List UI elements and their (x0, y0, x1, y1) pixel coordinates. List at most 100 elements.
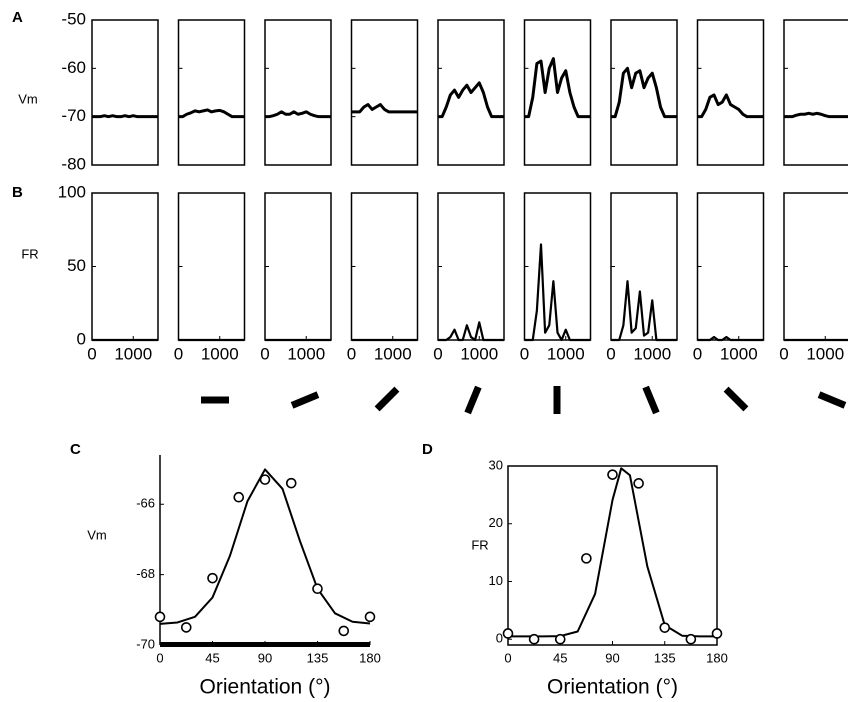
trace (697, 335, 764, 342)
x-axis-label: Orientation (°) (200, 676, 331, 699)
x-tick-label: 45 (553, 650, 567, 665)
orientation-icons (201, 385, 847, 415)
x-tick-label: 90 (258, 650, 272, 665)
panel-frame (610, 192, 678, 341)
x-tick-label: 1000 (287, 344, 325, 363)
data-point (581, 553, 592, 564)
data-point (607, 469, 618, 480)
x-tick-label: 1000 (114, 344, 152, 363)
data-point (528, 633, 540, 645)
orientation-bar (817, 391, 847, 409)
panel-label: A (12, 9, 23, 26)
panel-frame (437, 19, 505, 166)
y-axis-label: Vm (87, 527, 107, 542)
x-tick-label: 1000 (374, 344, 412, 363)
panel-frame (350, 192, 419, 341)
y-tick-label: 30 (489, 457, 503, 472)
y-tick-label: 0 (77, 329, 86, 348)
y-tick-label: -60 (61, 58, 86, 77)
data-point (711, 628, 723, 639)
panel-frame (264, 192, 332, 341)
data-point (364, 611, 376, 623)
x-tick-label: 1000 (460, 344, 498, 363)
trace (611, 66, 677, 119)
x-tick-label: 0 (87, 344, 96, 363)
panel-frame (437, 192, 505, 341)
x-tick-label: 0 (347, 344, 356, 363)
data-point (154, 611, 166, 623)
data-point (502, 628, 514, 639)
x-tick-label: 135 (307, 650, 329, 665)
x-tick-label: 1000 (547, 344, 585, 363)
x-tick-label: 0 (520, 344, 529, 363)
panel-frame (523, 19, 592, 166)
y-tick-label: 20 (489, 515, 503, 530)
trace (524, 57, 591, 119)
x-tick-label: 180 (359, 650, 381, 665)
panel-frame (783, 19, 848, 166)
orientation-bar (464, 385, 482, 415)
data-point (233, 491, 245, 503)
panel-frame (350, 19, 419, 166)
data-point (633, 478, 644, 489)
y-tick-label: 100 (58, 182, 86, 201)
y-tick-label: -70 (136, 636, 155, 651)
y-axis-label: FR (471, 537, 488, 552)
x-tick-label: 45 (205, 650, 219, 665)
orientation-bar (553, 386, 561, 414)
y-tick-label: -66 (136, 496, 155, 511)
trace (265, 110, 331, 119)
orientation-bar (374, 386, 400, 412)
y-tick-label: -68 (136, 566, 155, 581)
panel-frame (91, 192, 159, 341)
orientation-bar (290, 391, 320, 409)
panel-frame (783, 192, 848, 341)
x-tick-label: 90 (605, 650, 619, 665)
y-tick-label: -80 (61, 154, 86, 173)
data-point (207, 572, 218, 584)
x-tick-label: 0 (260, 344, 269, 363)
data-point (259, 474, 271, 485)
x-axis-label: Orientation (°) (547, 676, 678, 699)
orientation-bar (723, 386, 749, 412)
fit-curve (508, 467, 717, 638)
y-tick-label: -50 (61, 9, 86, 28)
data-point (685, 633, 697, 645)
trace (611, 280, 677, 342)
x-tick-label: 0 (693, 344, 702, 363)
x-tick-label: 0 (433, 344, 442, 363)
trace (697, 93, 764, 119)
trace (351, 103, 418, 114)
x-tick-label: 0 (606, 344, 615, 363)
panel-frame (91, 19, 159, 166)
panel-frame (177, 192, 246, 341)
panel-frame (177, 19, 246, 166)
x-tick-label: 0 (504, 650, 511, 665)
trace (524, 243, 591, 342)
panel-frame (696, 192, 765, 341)
x-tick-label: 1000 (806, 344, 844, 363)
data-point (554, 633, 566, 645)
panel-frame (264, 19, 332, 166)
y-tick-label: 50 (67, 256, 86, 275)
fit-curve (159, 468, 371, 625)
trace (178, 108, 245, 119)
panel-frame (523, 192, 592, 341)
x-tick-label: 0 (174, 344, 183, 363)
x-tick-label: 1000 (720, 344, 758, 363)
panel-frame (610, 19, 678, 166)
data-point (659, 622, 671, 633)
trace (438, 81, 504, 119)
data-point (338, 625, 350, 637)
panel-frame (696, 19, 765, 166)
trace (92, 114, 158, 119)
panel-label: C (70, 441, 81, 458)
y-axis-label: FR (21, 246, 38, 261)
orientation-bar (642, 385, 660, 415)
y-tick-label: 10 (489, 573, 503, 588)
orientation-bar (201, 396, 229, 404)
axes-frame (507, 465, 718, 646)
x-tick-label: 0 (779, 344, 788, 363)
